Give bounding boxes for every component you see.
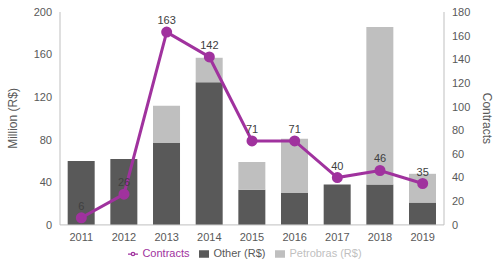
svg-text:180: 180	[452, 6, 470, 18]
svg-text:46: 46	[374, 152, 386, 164]
svg-text:40: 40	[40, 176, 52, 188]
svg-text:80: 80	[40, 134, 52, 146]
svg-text:160: 160	[452, 30, 470, 42]
svg-text:2015: 2015	[240, 231, 264, 243]
html-text:Petrobras (R$): Petrobras (R$)	[289, 246, 362, 259]
svg-text:2011: 2011	[70, 231, 94, 243]
svg-text:163: 163	[157, 14, 175, 26]
svg-text:40: 40	[452, 171, 464, 183]
svg-text:0: 0	[46, 219, 52, 231]
svg-text:200: 200	[34, 6, 52, 18]
svg-text:71: 71	[246, 123, 258, 135]
svg-text:Million (R$): Million (R$)	[8, 88, 20, 149]
svg-text:140: 140	[452, 53, 470, 65]
svg-text:40: 40	[331, 160, 343, 172]
svg-text:2019: 2019	[410, 231, 434, 243]
svg-text:120: 120	[452, 77, 470, 89]
svg-text:35: 35	[417, 166, 429, 178]
svg-text:2014: 2014	[197, 231, 221, 243]
svg-text:26: 26	[118, 176, 130, 188]
svg-text:20: 20	[452, 195, 464, 207]
html-text:Contracts: Contracts	[142, 246, 190, 259]
svg-text:80: 80	[452, 124, 464, 136]
svg-text:142: 142	[200, 39, 218, 51]
svg-text:100: 100	[452, 101, 470, 113]
svg-text:120: 120	[34, 91, 52, 103]
svg-text:60: 60	[452, 148, 464, 160]
svg-text:71: 71	[289, 123, 301, 135]
svg-text:2017: 2017	[325, 231, 349, 243]
html-text:Other (R$): Other (R$)	[213, 246, 266, 259]
svg-text:2018: 2018	[368, 231, 392, 243]
svg-text:2012: 2012	[112, 231, 136, 243]
svg-text:Contracts: Contracts	[480, 93, 492, 144]
svg-text:2016: 2016	[282, 231, 306, 243]
svg-text:6: 6	[78, 200, 84, 212]
svg-text:160: 160	[34, 48, 52, 60]
svg-text:0: 0	[452, 219, 458, 231]
svg-text:2013: 2013	[154, 231, 178, 243]
